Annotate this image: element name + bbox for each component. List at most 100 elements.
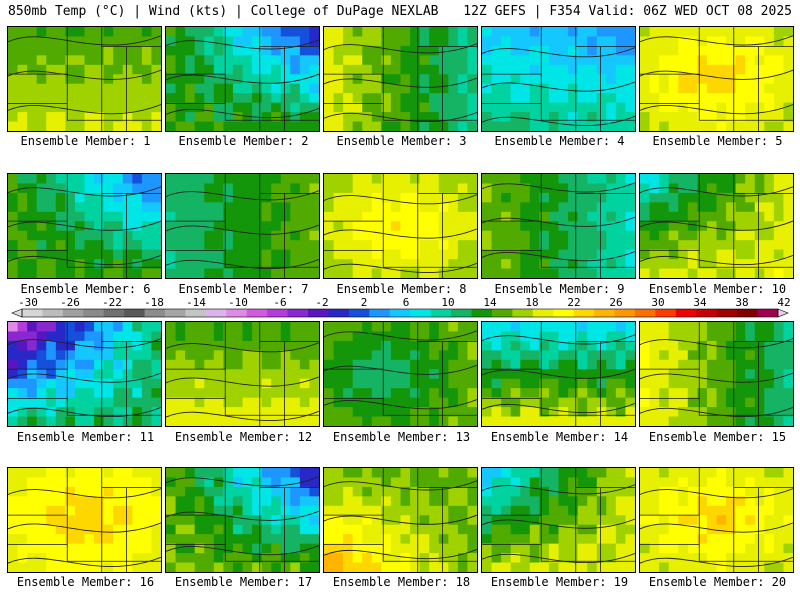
temperature-cell	[55, 240, 66, 251]
temperature-cell	[587, 359, 598, 370]
temperature-cell	[103, 27, 114, 38]
temperature-cell	[659, 211, 670, 222]
isotherm-contour	[640, 522, 793, 533]
temperature-cell	[482, 350, 493, 361]
temperature-cell	[261, 221, 272, 232]
temperature-cell	[94, 230, 105, 241]
ensemble-member-map	[7, 321, 162, 427]
temperature-cell	[141, 174, 153, 185]
temperature-cell	[625, 45, 635, 56]
temperature-cell	[457, 221, 469, 232]
temperature-cell	[333, 102, 344, 113]
temperature-cell	[640, 477, 651, 488]
temperature-cell	[596, 121, 607, 131]
temperature-cell	[448, 93, 459, 104]
temperature-cell	[410, 397, 421, 408]
temperature-cell	[668, 202, 679, 213]
temperature-cell	[438, 486, 449, 497]
temperature-cell	[151, 259, 161, 270]
temperature-cell	[615, 211, 627, 222]
temperature-cell	[74, 397, 86, 408]
temperature-cell	[8, 331, 19, 342]
temperature-cell	[457, 45, 469, 56]
temperature-cell	[381, 74, 392, 85]
temperature-cell	[735, 174, 746, 185]
temperature-cell	[352, 331, 363, 342]
temperature-cell	[132, 121, 143, 131]
temperature-cell	[457, 407, 469, 418]
temperature-cell	[213, 486, 224, 497]
temperature-cell	[745, 211, 756, 222]
temperature-cell	[290, 93, 301, 104]
temperature-cell	[17, 27, 28, 38]
temperature-cell	[65, 378, 76, 389]
temperature-cell	[74, 183, 86, 194]
temperature-cell	[529, 534, 540, 545]
temperature-cell	[448, 524, 459, 535]
temperature-cell	[381, 259, 392, 270]
temperature-cell	[74, 322, 86, 333]
temperature-cell	[773, 505, 785, 516]
temperature-cell	[438, 93, 449, 104]
temperature-cell	[204, 112, 215, 123]
temperature-cell	[773, 477, 785, 488]
temperature-cell	[185, 331, 196, 342]
temperature-cell	[467, 64, 477, 75]
temperature-cell	[687, 268, 698, 278]
temperature-cell	[36, 534, 47, 545]
temperature-cell	[223, 496, 234, 507]
colorbar-swatch	[532, 309, 554, 317]
temperature-cell	[457, 93, 469, 104]
temperature-cell	[491, 515, 502, 526]
state-border	[8, 220, 161, 268]
temperature-cell	[448, 350, 459, 361]
temperature-cell	[8, 121, 19, 131]
temperature-cell	[615, 249, 627, 260]
temperature-colorbar: -30 -26 -22 -18 -14 -10 -6 -2 2 6 10 14 18 22 26 30 34 38…	[11, 296, 791, 318]
temperature-cell	[65, 102, 76, 113]
temperature-cell	[577, 102, 588, 113]
temperature-cell	[482, 416, 493, 426]
temperature-cell	[151, 486, 161, 497]
colorbar-tick-label: 2	[361, 296, 368, 309]
temperature-cell	[324, 397, 335, 408]
colorbar-min-arrow	[11, 308, 23, 318]
temperature-cell	[649, 64, 660, 75]
temperature-cell	[558, 174, 569, 185]
temperature-cell	[132, 221, 143, 232]
temperature-cell	[17, 36, 28, 47]
temperature-cell	[678, 515, 689, 526]
temperature-cell	[587, 515, 598, 526]
temperature-field	[8, 174, 161, 278]
temperature-cell	[261, 64, 272, 75]
temperature-field	[324, 174, 477, 278]
temperature-cell	[8, 496, 19, 507]
temperature-cell	[568, 27, 579, 38]
temperature-cell	[151, 524, 161, 535]
temperature-cell	[223, 524, 234, 535]
temperature-cell	[640, 322, 651, 333]
temperature-cell	[678, 477, 689, 488]
temperature-cell	[166, 259, 177, 270]
temperature-cell	[491, 407, 502, 418]
temperature-cell	[529, 359, 540, 370]
temperature-cell	[113, 36, 124, 47]
temperature-cell	[333, 369, 344, 380]
temperature-cell	[568, 359, 579, 370]
temperature-cell	[271, 468, 282, 479]
state-border	[640, 368, 793, 416]
temperature-cell	[577, 121, 588, 131]
temperature-cell	[438, 174, 449, 185]
temperature-cell	[271, 505, 282, 516]
temperature-cell	[151, 515, 161, 526]
temperature-cell	[27, 174, 38, 185]
temperature-cell	[606, 174, 617, 185]
temperature-cell	[678, 249, 689, 260]
temperature-cell	[448, 477, 459, 488]
isotherm-contour	[482, 47, 635, 58]
temperature-cell	[232, 562, 244, 572]
temperature-cell	[141, 102, 153, 113]
temperature-cell	[74, 174, 86, 185]
temperature-cell	[649, 322, 660, 333]
temperature-cell	[242, 369, 253, 380]
